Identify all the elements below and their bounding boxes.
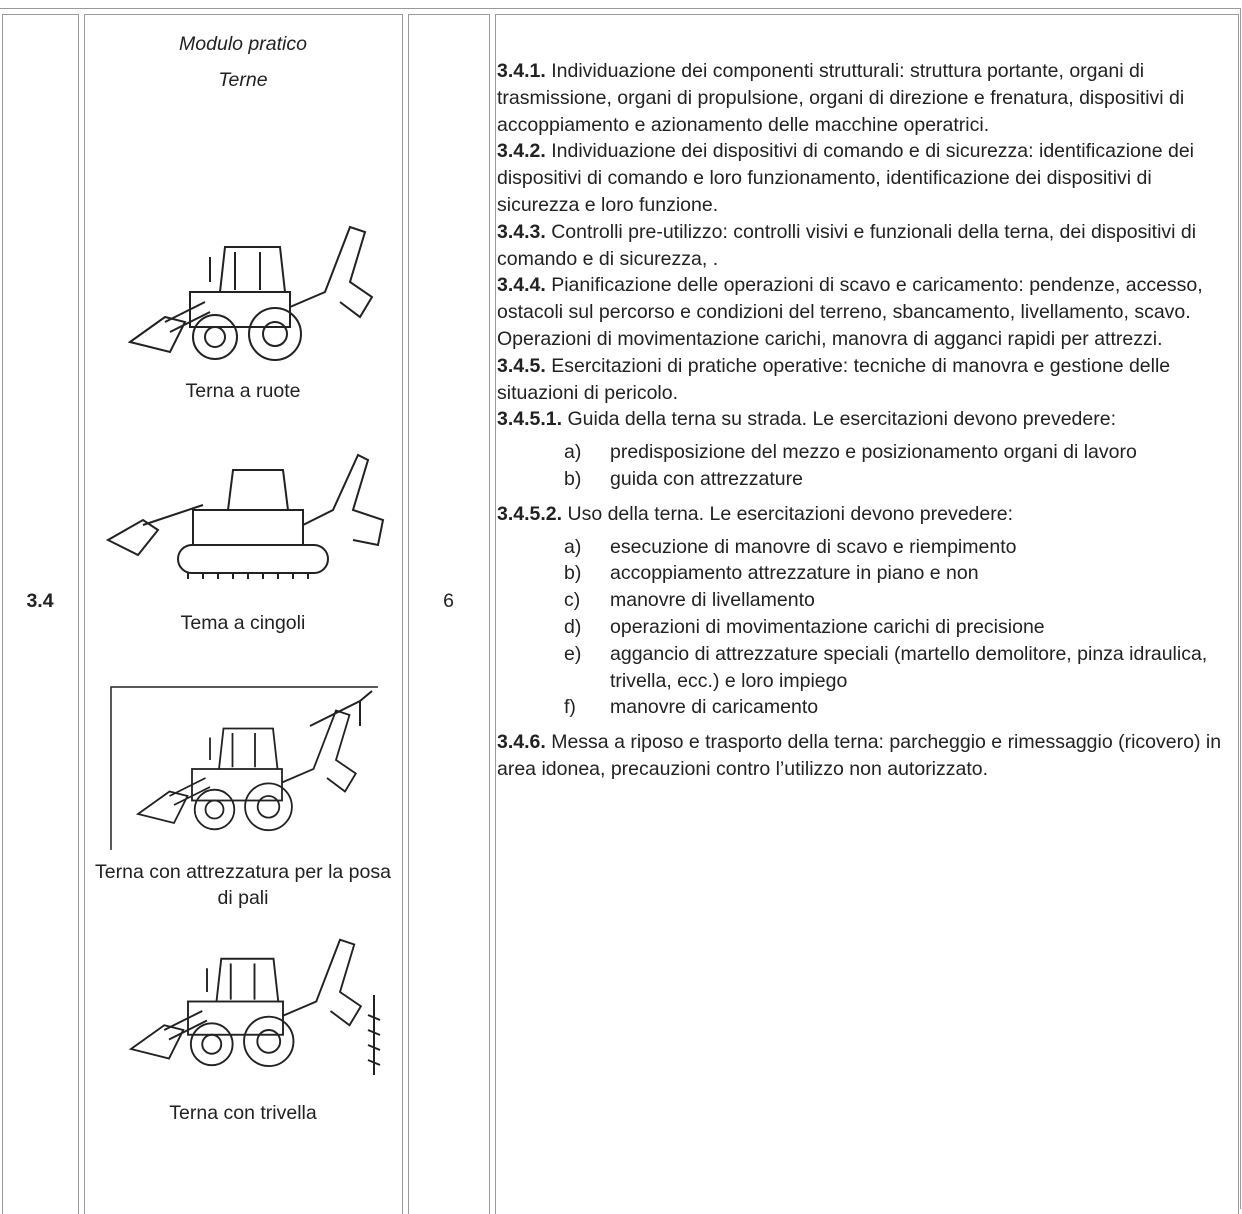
paragraph-text: Individuazione dei componenti struttural… — [497, 60, 1185, 136]
cell-hours — [408, 14, 490, 1214]
paragraph-number: 3.4.1. — [497, 60, 546, 82]
paragraph: 3.4.5.2. Uso della terna. Le esercitazio… — [497, 501, 1235, 528]
list-text: guida con attrezzature — [610, 467, 803, 490]
paragraph: 3.4.5. Esercitazioni di pratiche operati… — [497, 353, 1235, 407]
paragraph-number: 3.4.4. — [497, 274, 546, 297]
list-item: d) operazioni di movimentazione carichi d… — [497, 614, 1235, 641]
paragraph-number: 3.4.5.1. — [497, 408, 563, 431]
document: {"row":{"code":"3.4","module":{"title":"… — [0, 8, 1241, 1214]
list-text: aggancio di attrezzature speciali (marte… — [610, 642, 1208, 692]
list-item: a) esecuzione di manovre di scavo e riemp… — [497, 534, 1235, 561]
paragraph-text: Messa a riposo e trasporto della terna: … — [497, 731, 1222, 780]
paragraph-text: Guida della terna su strada. Le esercita… — [567, 408, 1116, 431]
list-marker: a) — [564, 535, 582, 558]
cell-content — [495, 14, 1239, 1214]
list: a) predisposizione del mezzo e posizionam… — [497, 439, 1235, 493]
list-marker: a) — [564, 441, 582, 464]
content: 3.4.1. Individuazione dei componenti str… — [497, 58, 1235, 783]
list-text: manovre di livellamento — [610, 589, 815, 612]
figure-pile-backhoe — [110, 686, 378, 850]
figure-wheel-backhoe — [129, 226, 373, 361]
paragraph: 3.4.2. Individuazione dei dispositivi di… — [497, 138, 1235, 218]
list-marker: b) — [564, 562, 582, 585]
paragraph-number: 3.4.5.2. — [497, 502, 563, 525]
list-item: b) guida con attrezzature — [497, 466, 1235, 493]
list-marker: c) — [564, 589, 581, 612]
module-subtitle: Terne — [218, 69, 268, 91]
list-item: a) predisposizione del mezzo e posizionam… — [497, 439, 1235, 466]
list-item: b) accoppiamento attrezzature in piano e … — [497, 560, 1235, 587]
figure-caption: Terna a ruote — [185, 380, 301, 402]
list-marker: b) — [564, 467, 582, 490]
paragraph-text: Uso della terna. Le esercitazioni devono… — [567, 502, 1014, 525]
row-code: 3.4 — [26, 590, 54, 612]
paragraph-number: 3.4.2. — [497, 140, 546, 163]
cell-module — [84, 14, 403, 1214]
paragraph-number: 3.4.3. — [497, 220, 546, 243]
list-marker: e) — [564, 642, 582, 665]
paragraph-number: 3.4.5. — [497, 354, 546, 377]
list-item: e) aggancio di attrezzature speciali (mar… — [497, 641, 1235, 695]
paragraph: 3.4.1. Individuazione dei componenti str… — [497, 58, 1235, 138]
figure-caption: Terna con trivella — [169, 1102, 317, 1124]
figure-auger-backhoe — [130, 938, 381, 1075]
list-marker: d) — [564, 615, 582, 638]
list-item: f) manovre di caricamento — [497, 694, 1235, 721]
paragraph-number: 3.4.6. — [497, 731, 546, 754]
paragraph-text: Esercitazioni di pratiche operative: tec… — [497, 354, 1171, 404]
list: a) esecuzione di manovre di scavo e riemp… — [497, 534, 1235, 722]
paragraph-text: Pianificazione delle operazioni di scavo… — [497, 274, 1203, 350]
paragraph: 3.4.5.1. Guida della terna su strada. Le… — [497, 406, 1235, 433]
page: Modulo pratico Terne html, body { margin… — [0, 8, 1241, 1214]
paragraph: 3.4.3. Controlli pre-utilizzo: controlli… — [497, 219, 1235, 273]
table-frame — [0, 8, 1241, 1209]
figure-caption: Terna con attrezzatura per la posa di pa… — [95, 861, 391, 909]
paragraph-text: Controlli pre-utilizzo: controlli visivi… — [497, 220, 1197, 270]
list-text: accoppiamento attrezzature in piano e no… — [610, 562, 979, 585]
figure-caption: Tema a cingoli — [180, 612, 306, 634]
module-title: Modulo pratico — [179, 33, 307, 55]
list-text: operazioni di movimentazione carichi di … — [610, 615, 1045, 638]
list-text: esecuzione di manovre di scavo e riempim… — [610, 535, 1017, 558]
figure-track-backhoe — [107, 454, 384, 580]
paragraph: 3.4.6. Messa a riposo e trasporto della … — [497, 729, 1235, 783]
list-text: predisposizione del mezzo e posizionamen… — [610, 441, 1137, 464]
paragraph-text: Individuazione dei dispositivi di comand… — [497, 140, 1195, 216]
paragraph: 3.4.4. Pianificazione delle operazioni d… — [497, 272, 1235, 352]
list-item: c) manovre di livellamento — [497, 587, 1235, 614]
list-text: manovre di caricamento — [610, 696, 819, 719]
list-marker: f) — [564, 696, 576, 719]
row-hours: 6 — [443, 590, 454, 612]
cell-code — [2, 14, 79, 1214]
